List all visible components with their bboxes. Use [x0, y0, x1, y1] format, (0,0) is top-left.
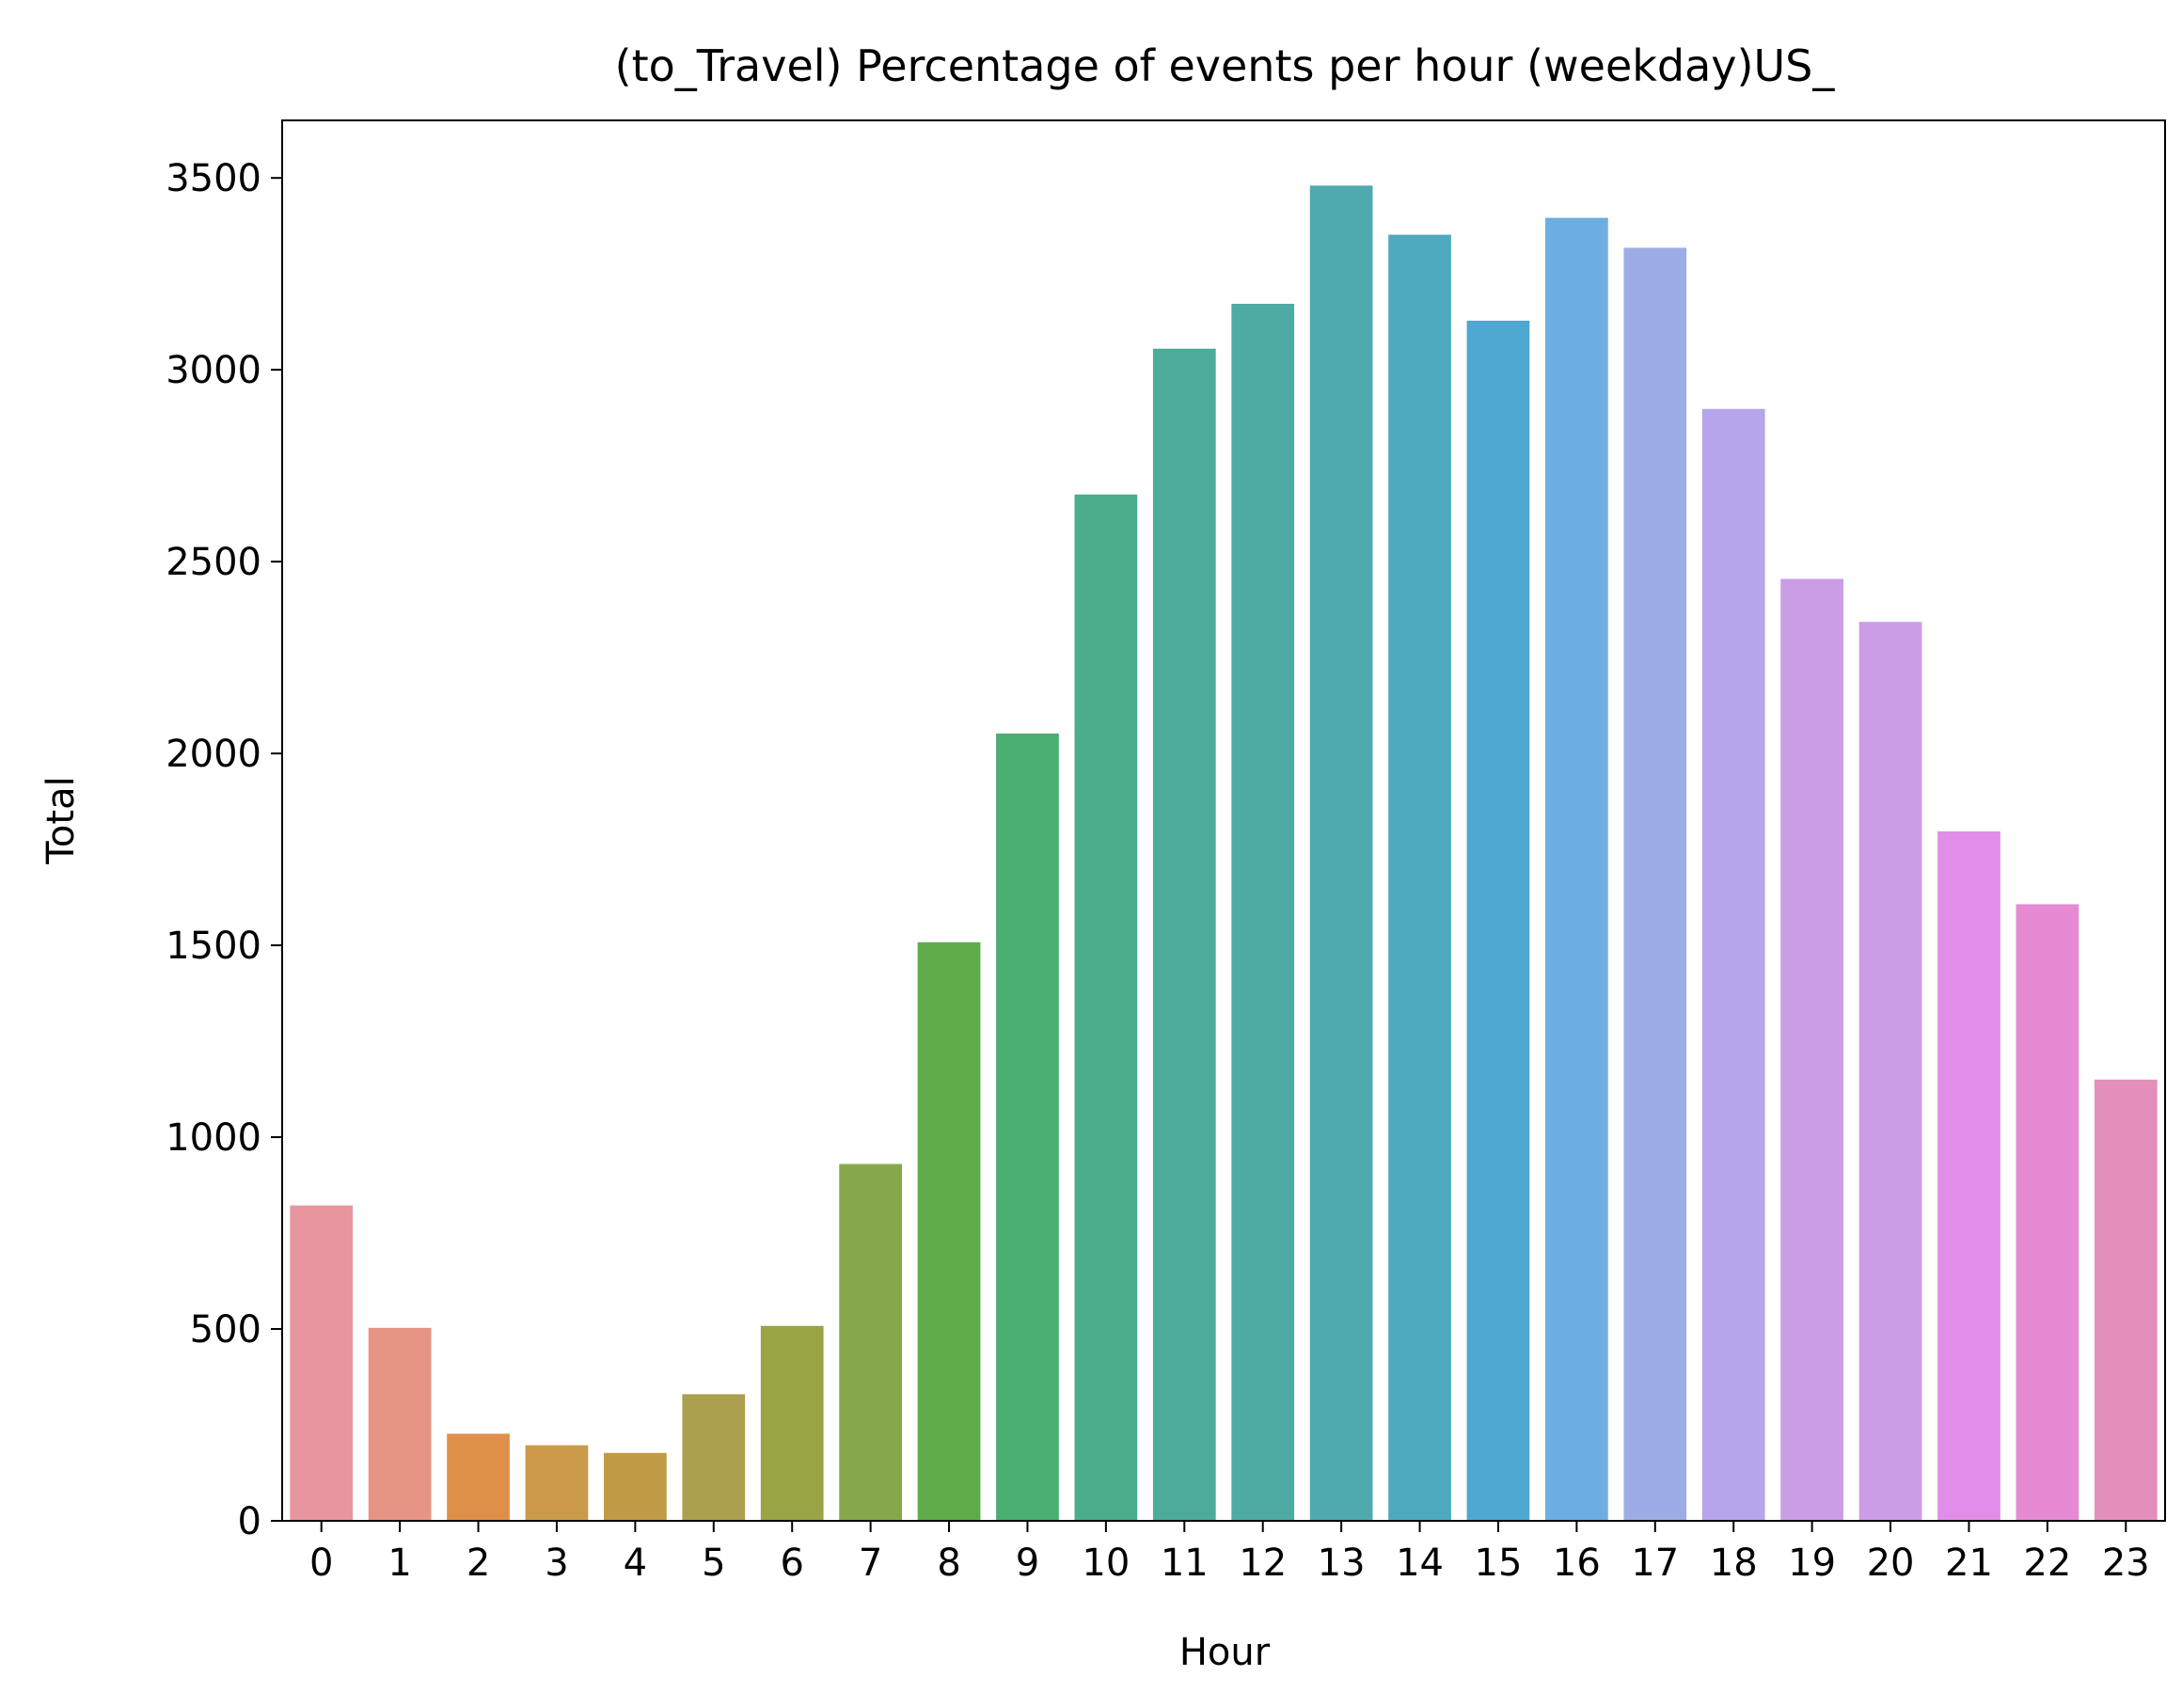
x-tick-label: 17 — [1631, 1542, 1679, 1585]
bar-hour-2 — [447, 1433, 510, 1521]
x-axis-label: Hour — [1179, 1631, 1271, 1674]
bar-hour-6 — [760, 1325, 824, 1521]
bar-hour-16 — [1545, 217, 1608, 1522]
y-axis-ticks: 0 500 1000 1500 2000 2500 3000 3500 — [166, 157, 282, 1543]
plot-frame — [281, 119, 2166, 1522]
x-tick-label: 3 — [545, 1542, 568, 1585]
y-tick-label: 3500 — [166, 157, 261, 200]
bar-hour-18 — [1701, 408, 1765, 1521]
y-tick-label: 3000 — [166, 349, 261, 392]
bar-hour-23 — [2094, 1079, 2158, 1521]
y-tick-label: 1500 — [166, 925, 261, 968]
bar-hour-13 — [1309, 185, 1373, 1521]
bar-hour-20 — [1858, 622, 1922, 1521]
x-axis-ticks: 0 1 2 3 4 5 6 7 8 9 10 11 12 13 14 15 16 17 18 19 20 21 22 23 — [309, 1521, 2150, 1585]
bar-hour-3 — [525, 1445, 589, 1521]
x-tick-label: 18 — [1710, 1542, 1758, 1585]
x-tick-label: 19 — [1788, 1542, 1836, 1585]
y-axis-label: Total — [40, 776, 83, 864]
x-tick-label: 10 — [1082, 1542, 1130, 1585]
bar-hour-4 — [604, 1452, 667, 1521]
chart-title: (to_Travel) Percentage of events per hou… — [615, 40, 1836, 91]
x-tick-label: 14 — [1396, 1542, 1444, 1585]
x-tick-label: 5 — [702, 1542, 725, 1585]
bar-hour-0 — [290, 1205, 354, 1521]
x-tick-label: 6 — [780, 1542, 803, 1585]
bar-hour-1 — [368, 1327, 432, 1521]
x-tick-label: 16 — [1553, 1542, 1601, 1585]
x-tick-label: 0 — [309, 1542, 333, 1585]
bar-hour-10 — [1074, 494, 1138, 1521]
x-tick-label: 22 — [2023, 1542, 2071, 1585]
x-tick-label: 8 — [937, 1542, 960, 1585]
x-tick-label: 15 — [1475, 1542, 1523, 1585]
x-tick-label: 11 — [1161, 1542, 1209, 1585]
bar-hour-8 — [917, 941, 981, 1521]
bar-hour-5 — [682, 1394, 746, 1521]
x-tick-label: 21 — [1945, 1542, 1993, 1585]
y-tick-label: 2500 — [166, 541, 261, 584]
bar-hour-17 — [1623, 247, 1687, 1522]
bar-hour-12 — [1231, 303, 1295, 1521]
x-tick-label: 9 — [1016, 1542, 1039, 1585]
x-tick-label: 4 — [624, 1542, 647, 1585]
x-tick-label: 13 — [1318, 1542, 1366, 1585]
x-tick-label: 23 — [2102, 1542, 2150, 1585]
bar-hour-15 — [1466, 320, 1530, 1521]
bar-hour-21 — [1937, 830, 2000, 1521]
bar-hour-22 — [2016, 904, 2079, 1521]
x-tick-label: 2 — [466, 1542, 490, 1585]
y-tick-label: 2000 — [166, 733, 261, 776]
y-tick-label: 0 — [238, 1500, 261, 1543]
bar-hour-7 — [839, 1163, 902, 1521]
x-tick-label: 12 — [1239, 1542, 1287, 1585]
bar-hour-14 — [1388, 234, 1451, 1522]
bar-hour-9 — [996, 733, 1059, 1521]
bars-layer — [290, 185, 2158, 1522]
y-tick-label: 500 — [190, 1308, 261, 1352]
y-tick-label: 1000 — [166, 1116, 261, 1160]
x-tick-label: 1 — [387, 1542, 411, 1585]
x-tick-label: 20 — [1867, 1542, 1915, 1585]
x-tick-label: 7 — [859, 1542, 882, 1585]
bar-hour-19 — [1780, 578, 1843, 1521]
bar-hour-11 — [1152, 348, 1216, 1521]
